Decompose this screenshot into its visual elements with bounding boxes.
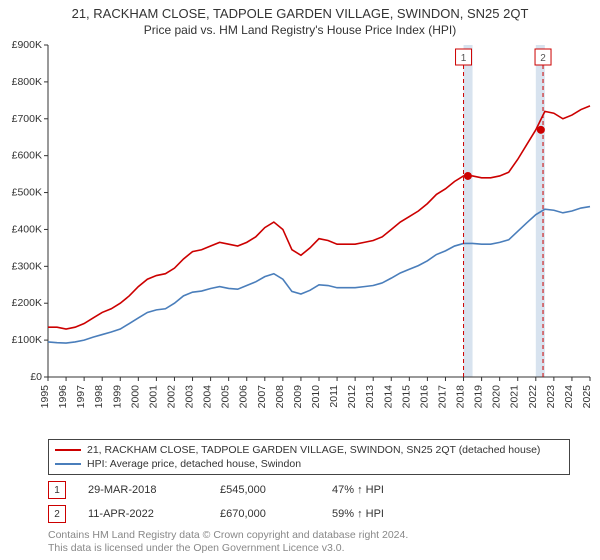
- legend-swatch: [55, 449, 81, 451]
- x-tick-label: 2012: [346, 385, 358, 409]
- legend-row: 21, RACKHAM CLOSE, TADPOLE GARDEN VILLAG…: [55, 443, 563, 457]
- highlight-band: [464, 45, 473, 377]
- chart-svg: £0 £100K £200K £300K £400K £500K £600K £700K £80…: [0, 37, 600, 437]
- legend-box: 21, RACKHAM CLOSE, TADPOLE GARDEN VILLAG…: [48, 439, 570, 475]
- x-tick-label: 2009: [292, 385, 304, 409]
- sale-hpi: 59% ↑ HPI: [332, 508, 384, 520]
- y-tick-label: £500K: [12, 187, 42, 199]
- x-tick-label: 2007: [256, 385, 268, 409]
- callout-label: 2: [540, 53, 546, 64]
- x-tick-label: 2015: [400, 385, 412, 409]
- callout-label: 1: [461, 53, 467, 64]
- x-tick-label: 2014: [382, 385, 394, 409]
- x-tick-label: 2016: [418, 385, 430, 409]
- x-tick-label: 2003: [184, 385, 196, 409]
- x-tick-label: 2006: [238, 385, 250, 409]
- x-tick-label: 2025: [581, 385, 593, 409]
- y-tick-label: £200K: [12, 297, 42, 309]
- y-tick-label: £300K: [12, 260, 42, 272]
- y-tick-label: £100K: [12, 334, 42, 346]
- license-line-2: This data is licensed under the Open Gov…: [48, 542, 570, 555]
- x-tick-label: 2011: [328, 385, 340, 408]
- x-tick-label: 2004: [202, 385, 214, 409]
- sales-block: 1 29-MAR-2018 £545,000 47% ↑ HPI 2 11-APR-202…: [48, 481, 570, 523]
- sale-row: 2 11-APR-2022 £670,000 59% ↑ HPI: [48, 505, 570, 523]
- sale-hpi: 47% ↑ HPI: [332, 484, 384, 496]
- x-tick-label: 2002: [165, 385, 177, 409]
- x-tick-label: 2024: [563, 385, 575, 409]
- x-tick-label: 2013: [364, 385, 376, 409]
- x-tick-label: 2021: [509, 385, 521, 409]
- sale-badge: 2: [48, 505, 66, 523]
- license-line-1: Contains HM Land Registry data © Crown c…: [48, 529, 570, 542]
- sale-marker: [464, 172, 472, 180]
- sale-price: £670,000: [220, 508, 310, 520]
- x-tick-label: 2000: [129, 385, 141, 409]
- x-tick-label: 2019: [473, 385, 485, 409]
- x-tick-label: 2023: [545, 385, 557, 409]
- y-tick-label: £800K: [12, 76, 42, 88]
- y-tick-label: £400K: [12, 223, 42, 235]
- chart-area: £0 £100K £200K £300K £400K £500K £600K £700K £80…: [0, 37, 600, 437]
- x-tick-label: 1999: [111, 385, 123, 409]
- x-tick-label: 1996: [57, 385, 69, 409]
- y-tick-label: £700K: [12, 113, 42, 125]
- license-text: Contains HM Land Registry data © Crown c…: [48, 529, 570, 555]
- sale-row: 1 29-MAR-2018 £545,000 47% ↑ HPI: [48, 481, 570, 499]
- x-tick-label: 2018: [455, 385, 467, 409]
- sale-marker: [537, 126, 545, 134]
- x-tick-label: 2022: [527, 385, 539, 409]
- x-tick-label: 2008: [274, 385, 286, 409]
- legend-swatch: [55, 463, 81, 465]
- y-tick-label: £600K: [12, 150, 42, 162]
- x-tick-label: 2005: [220, 385, 232, 409]
- sale-date: 11-APR-2022: [88, 508, 198, 520]
- x-tick-label: 2020: [491, 385, 503, 409]
- chart-title: 21, RACKHAM CLOSE, TADPOLE GARDEN VILLAG…: [0, 6, 600, 21]
- y-tick-label: £900K: [12, 39, 42, 51]
- y-tick-label: £0: [30, 371, 42, 383]
- x-tick-label: 1997: [75, 385, 87, 409]
- legend-label: HPI: Average price, detached house, Swin…: [87, 457, 301, 471]
- x-tick-label: 2017: [436, 385, 448, 409]
- sale-badge: 1: [48, 481, 66, 499]
- sale-price: £545,000: [220, 484, 310, 496]
- x-tick-label: 1995: [39, 385, 51, 409]
- x-tick-label: 2001: [147, 385, 159, 409]
- x-tick-label: 1998: [93, 385, 105, 409]
- sale-date: 29-MAR-2018: [88, 484, 198, 496]
- x-tick-label: 2010: [310, 385, 322, 409]
- legend-label: 21, RACKHAM CLOSE, TADPOLE GARDEN VILLAG…: [87, 443, 540, 457]
- legend-row: HPI: Average price, detached house, Swin…: [55, 457, 563, 471]
- chart-subtitle: Price paid vs. HM Land Registry's House …: [0, 23, 600, 37]
